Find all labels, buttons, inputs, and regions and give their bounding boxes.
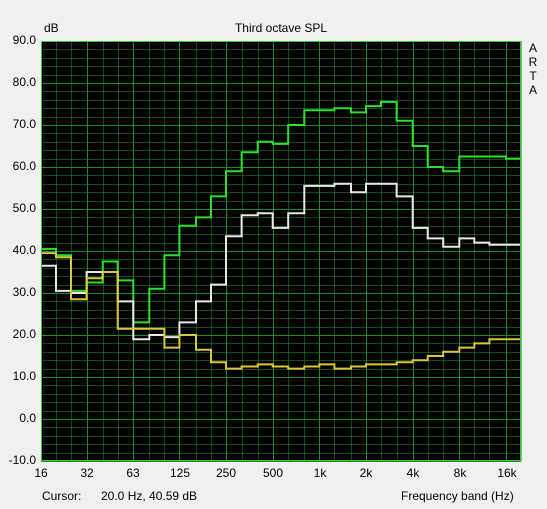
series-line-3 <box>41 252 521 370</box>
x-tick-label: 250 <box>215 466 237 480</box>
x-tick-label: 16 <box>34 466 48 480</box>
y-tick-label: 70.0 <box>12 117 36 131</box>
y-tick-label: 60.0 <box>12 159 36 173</box>
plot-frame <box>41 41 521 461</box>
chart-title: Third octave SPL <box>234 21 328 35</box>
x-tick-label: 63 <box>126 466 140 480</box>
x-tick-label: 32 <box>80 466 94 480</box>
watermark-letter: A <box>528 83 537 97</box>
y-tick-label: 10.0 <box>12 369 36 383</box>
x-tick-label: 16k <box>497 466 517 480</box>
x-tick-label: 125 <box>169 466 191 480</box>
x-tick-label: 500 <box>262 466 284 480</box>
y-tick-label: -10.0 <box>8 453 36 467</box>
cursor-readout: 20.0 Hz, 40.59 dB <box>101 489 198 503</box>
y-tick-label: 50.0 <box>12 201 36 215</box>
x-tick-label: 4k <box>406 466 420 480</box>
watermark-letter: A <box>528 41 537 55</box>
series-line-2 <box>41 182 521 341</box>
x-axis-label: Frequency band (Hz) <box>401 489 514 503</box>
y-tick-label: 30.0 <box>12 285 36 299</box>
y-axis-label: dB <box>44 21 59 35</box>
y-tick-label: 20.0 <box>12 327 36 341</box>
x-tick-label: 1k <box>313 466 327 480</box>
cursor-label: Cursor: <box>42 489 82 503</box>
y-tick-label: 90.0 <box>12 33 36 47</box>
x-tick-label: 8k <box>453 466 467 480</box>
watermark-letter: T <box>529 69 537 83</box>
x-tick-label: 2k <box>359 466 373 480</box>
y-tick-label: 80.0 <box>12 75 36 89</box>
y-tick-label: 40.0 <box>12 243 36 257</box>
watermark-letter: R <box>528 55 538 69</box>
y-tick-label: 0.0 <box>19 411 36 425</box>
